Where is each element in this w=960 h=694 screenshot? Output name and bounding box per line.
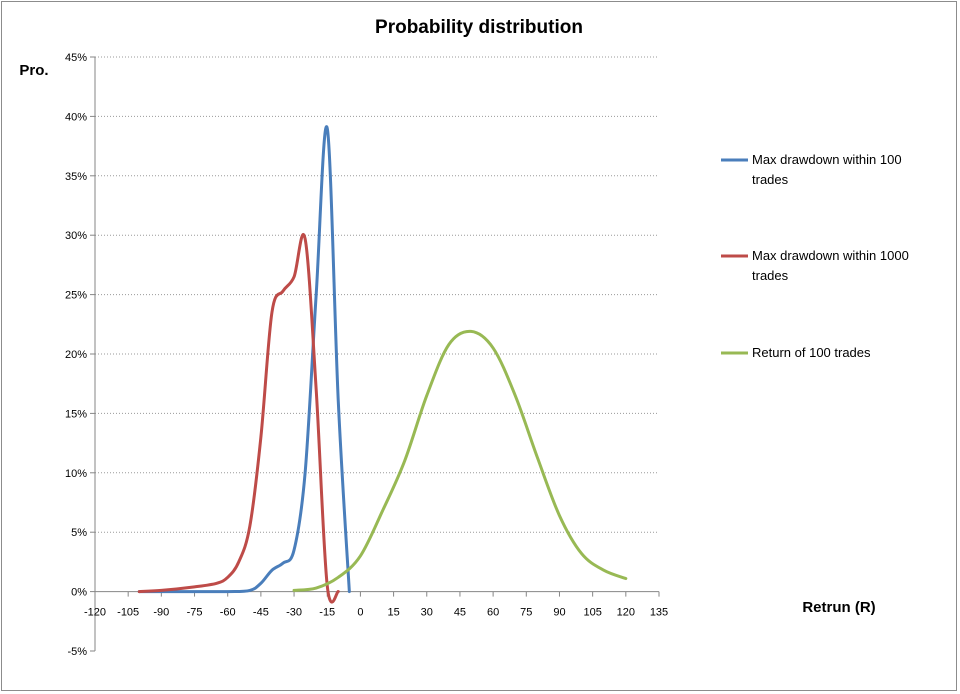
x-tick-label: 90	[553, 607, 565, 619]
y-tick-label: 45%	[65, 52, 87, 64]
x-tick-label: -15	[319, 607, 335, 619]
y-axis-title: Pro.	[19, 62, 48, 79]
x-tick-label: 30	[421, 607, 433, 619]
x-tick-label: 105	[583, 607, 601, 619]
axes	[90, 56, 660, 652]
y-tick-label: 20%	[65, 349, 87, 361]
chart-title: Probability distribution	[375, 17, 583, 38]
gridlines	[95, 56, 659, 533]
x-tick-label: -45	[253, 607, 269, 619]
x-tick-label: -30	[286, 607, 302, 619]
x-tick-label: 135	[650, 607, 668, 619]
x-tick-labels: -120 -105 -90 -75 -60 -45 -30 -15 0 15 30 45 60 75 90 1…	[84, 607, 668, 619]
series-lines	[137, 125, 628, 604]
y-tick-label: 15%	[65, 408, 87, 420]
series-line-1	[137, 125, 351, 594]
x-axis-title: Retrun (R)	[802, 599, 875, 616]
x-tick-label: -105	[117, 607, 139, 619]
y-tick-label: 5%	[71, 527, 87, 539]
x-tick-label: 15	[387, 607, 399, 619]
y-tick-label: -5%	[67, 646, 87, 658]
x-tick-label: -90	[153, 607, 169, 619]
y-tick-label: 35%	[65, 171, 87, 183]
x-tick-label: 60	[487, 607, 499, 619]
x-tick-label: -120	[84, 607, 106, 619]
y-tick-label: 30%	[65, 230, 87, 242]
series-line-3	[292, 329, 628, 592]
legend-label-3: Return of 100 trades	[752, 345, 871, 360]
series-line-2	[137, 233, 340, 604]
legend-label-1: Max drawdown within 100 trades	[752, 152, 902, 187]
y-tick-label: 40%	[65, 111, 87, 123]
y-tick-labels: 45% 40% 35% 30% 25% 20% 15% 10% 5% 0% -5%	[65, 52, 87, 658]
legend-label-2: Max drawdown within 1000 trades	[752, 248, 909, 283]
y-tick-label: 0%	[71, 587, 87, 599]
x-tick-label: 120	[617, 607, 635, 619]
x-tick-label: 0	[357, 607, 363, 619]
y-tick-label: 10%	[65, 468, 87, 480]
y-tick-label: 25%	[65, 290, 87, 302]
x-tick-label: 75	[520, 607, 532, 619]
x-tick-label: 45	[454, 607, 466, 619]
legend: Max drawdown within 100 trades Max drawdow…	[721, 152, 909, 360]
x-tick-label: -60	[220, 607, 236, 619]
x-tick-label: -75	[187, 607, 203, 619]
